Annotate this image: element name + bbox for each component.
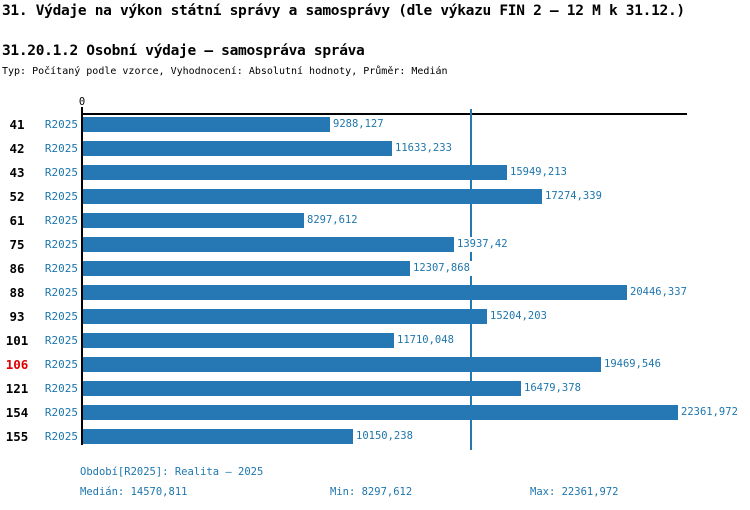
- row-number-label: 75: [9, 237, 25, 252]
- series-label: R2025: [44, 190, 78, 203]
- chart-row: 106 R2025 19469,546: [0, 357, 750, 372]
- bar-value-label: 19469,546: [603, 357, 665, 372]
- row-number-label: 41: [9, 117, 25, 132]
- chart-row: 41 R2025 9288,127: [0, 117, 750, 132]
- series-label: R2025: [44, 310, 78, 323]
- bar-value-label: 13937,42: [456, 237, 512, 252]
- chart-row: 52 R2025 17274,339: [0, 189, 750, 204]
- bar: [83, 165, 507, 180]
- bar-value-label: 20446,337: [629, 285, 691, 300]
- bar-value-label: 9288,127: [332, 117, 388, 132]
- median-line: [470, 109, 472, 450]
- bar: [83, 357, 601, 372]
- series-label: R2025: [44, 142, 78, 155]
- bar-value-label: 15204,203: [489, 309, 551, 324]
- stat-min: Min: 8297,612: [330, 486, 413, 498]
- series-label: R2025: [44, 214, 78, 227]
- series-label: R2025: [44, 382, 78, 395]
- row-number-label: 106: [5, 357, 29, 372]
- chart-row: 155 R2025 10150,238: [0, 429, 750, 444]
- row-number-label: 86: [9, 261, 25, 276]
- bar: [83, 429, 353, 444]
- row-number-label: 155: [5, 429, 29, 444]
- chart-row: 154 R2025 22361,972: [0, 405, 750, 420]
- bar: [83, 141, 392, 156]
- bar-value-label: 16479,378: [523, 381, 585, 396]
- bar-value-label: 8297,612: [306, 213, 362, 228]
- chart-row: 93 R2025 15204,203: [0, 309, 750, 324]
- row-number-label: 43: [9, 165, 25, 180]
- bar-chart: 0 41 R2025 9288,127 42 R2025 11633,233 43 R2025…: [0, 96, 750, 463]
- bar: [83, 189, 542, 204]
- zero-tick-label: 0: [78, 96, 86, 108]
- bar: [83, 405, 678, 420]
- row-number-label: 101: [5, 333, 29, 348]
- bar: [83, 261, 410, 276]
- bar-value-label: 22361,972: [680, 405, 742, 420]
- chart-row: 42 R2025 11633,233: [0, 141, 750, 156]
- series-label: R2025: [44, 358, 78, 371]
- series-label: R2025: [44, 238, 78, 251]
- bar: [83, 309, 487, 324]
- bar-value-label: 11633,233: [394, 141, 456, 156]
- row-number-label: 61: [9, 213, 25, 228]
- chart-row: 86 R2025 12307,868: [0, 261, 750, 276]
- chart-row: 88 R2025 20446,337: [0, 285, 750, 300]
- chart-row: 43 R2025 15949,213: [0, 165, 750, 180]
- series-label: R2025: [44, 118, 78, 131]
- bar-value-label: 10150,238: [355, 429, 417, 444]
- row-number-label: 52: [9, 189, 25, 204]
- series-label: R2025: [44, 334, 78, 347]
- series-label: R2025: [44, 406, 78, 419]
- row-number-label: 88: [9, 285, 25, 300]
- stat-max: Max: 22361,972: [530, 486, 619, 498]
- x-axis-line: [81, 113, 687, 115]
- row-number-label: 121: [5, 381, 29, 396]
- bar-value-label: 12307,868: [412, 261, 474, 276]
- page-title: 31. Výdaje na výkon státní správy a samo…: [2, 3, 685, 19]
- chart-row: 75 R2025 13937,42: [0, 237, 750, 252]
- indicator-subtitle: 31.20.1.2 Osobní výdaje – samospráva spr…: [2, 43, 365, 59]
- stat-median: Medián: 14570,811: [80, 486, 188, 498]
- series-label: R2025: [44, 286, 78, 299]
- chart-row: 101 R2025 11710,048: [0, 333, 750, 348]
- bar: [83, 333, 394, 348]
- bar-value-label: 15949,213: [509, 165, 571, 180]
- series-label: R2025: [44, 430, 78, 443]
- bar: [83, 117, 330, 132]
- row-number-label: 42: [9, 141, 25, 156]
- series-label: R2025: [44, 262, 78, 275]
- row-number-label: 93: [9, 309, 25, 324]
- bar-value-label: 17274,339: [544, 189, 606, 204]
- bar: [83, 213, 304, 228]
- row-number-label: 154: [5, 405, 29, 420]
- bar: [83, 381, 521, 396]
- chart-row: 121 R2025 16479,378: [0, 381, 750, 396]
- y-axis-line: [81, 107, 83, 445]
- bar: [83, 285, 627, 300]
- bar: [83, 237, 454, 252]
- series-label: R2025: [44, 166, 78, 179]
- indicator-meta: Typ: Počítaný podle vzorce, Vyhodnocení:…: [2, 66, 448, 77]
- bar-value-label: 11710,048: [396, 333, 458, 348]
- period-legend: Období[R2025]: Realita – 2025: [80, 466, 264, 478]
- chart-row: 61 R2025 8297,612: [0, 213, 750, 228]
